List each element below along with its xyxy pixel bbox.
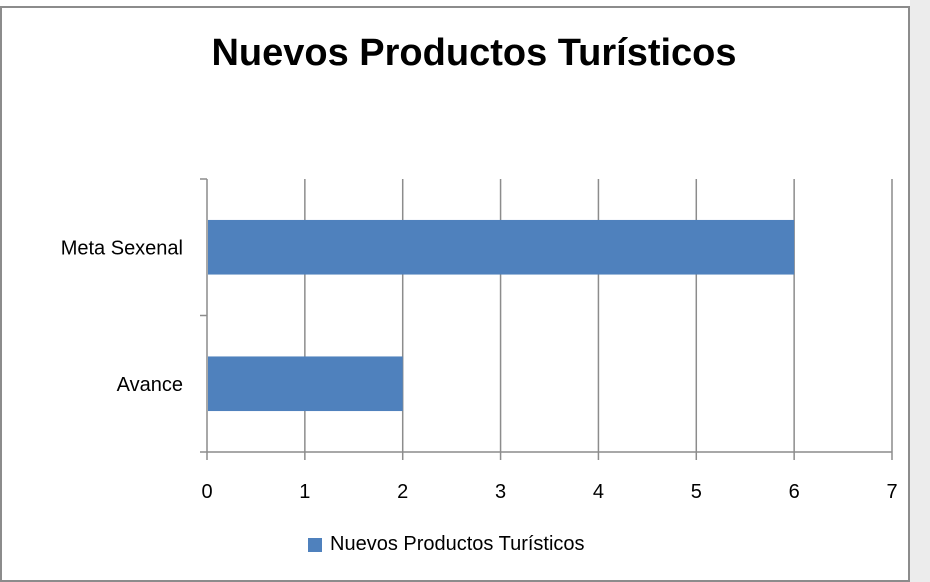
x-tick-label: 5 [691, 481, 702, 503]
y-category-label: Avance [117, 374, 183, 396]
legend: Nuevos Productos Turísticos [308, 533, 585, 556]
legend-swatch [308, 537, 322, 552]
chart-frame [0, 6, 910, 582]
bar [208, 356, 403, 412]
y-category-label: Meta Sexenal [61, 237, 183, 259]
bar [208, 219, 795, 275]
background-shade [910, 0, 930, 582]
x-tick-label: 4 [593, 481, 604, 503]
chart-title: Nuevos Productos Turísticos [211, 32, 737, 74]
legend-label: Nuevos Productos Turísticos [330, 533, 585, 555]
x-tick-label: 1 [299, 481, 310, 503]
x-tick-label: 0 [201, 481, 212, 503]
x-tick-label: 3 [495, 481, 506, 503]
x-tick-label: 7 [886, 481, 897, 503]
x-tick-label: 2 [397, 481, 408, 503]
x-tick-label: 6 [789, 481, 800, 503]
